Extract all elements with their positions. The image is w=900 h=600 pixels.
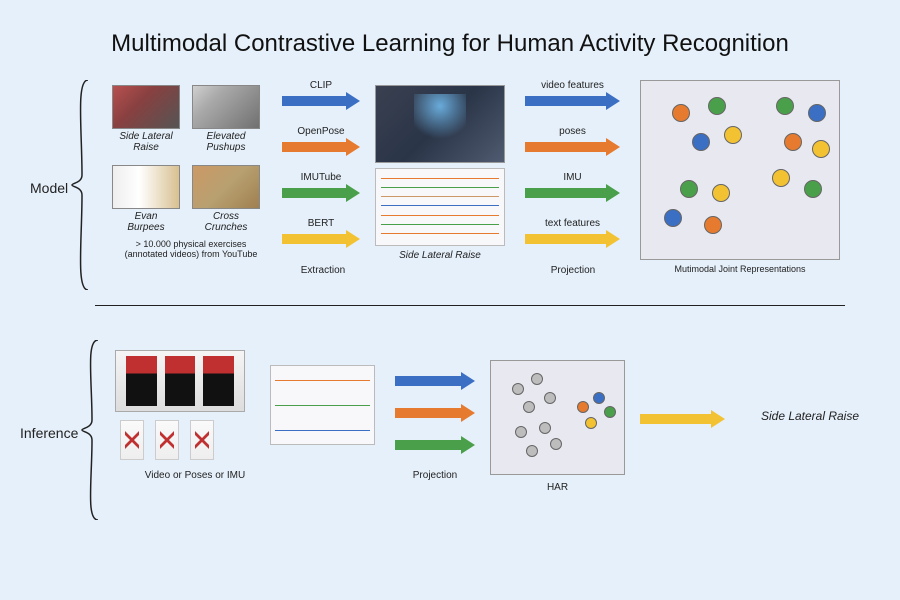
extraction-arrow-bert-label: BERT bbox=[282, 218, 360, 229]
embed-dot-inf-4 bbox=[515, 426, 527, 438]
inference-video-thumb bbox=[115, 350, 245, 412]
embed-dot-model-3 bbox=[724, 126, 742, 144]
embed-dot-inf-2 bbox=[523, 401, 535, 413]
model-label: Model bbox=[30, 180, 68, 196]
thumb-evan-burpees bbox=[112, 165, 180, 209]
embed-dot-inf-0 bbox=[512, 383, 524, 395]
extraction-arrow-clip-label: CLIP bbox=[282, 80, 360, 91]
skeleton-2 bbox=[190, 420, 214, 460]
embed-dot-inf-7 bbox=[550, 438, 562, 450]
extraction-arrow-bert: BERT bbox=[282, 230, 360, 248]
embed-dot-inf-6 bbox=[526, 445, 538, 457]
extraction-label: Extraction bbox=[288, 265, 358, 276]
caption-thumb-1: ElevatedPushups bbox=[192, 131, 260, 153]
skeleton-0 bbox=[120, 420, 144, 460]
inference-signal-plot bbox=[270, 365, 375, 445]
projection-arrow-2-label: IMU bbox=[525, 172, 620, 183]
embed-dot-model-12 bbox=[772, 169, 790, 187]
projection-arrow-0: video features bbox=[525, 92, 620, 110]
embed-dot-model-6 bbox=[664, 209, 682, 227]
embed-dot-model-9 bbox=[808, 104, 826, 122]
projection-arrow-3-label: text features bbox=[525, 218, 620, 229]
embed-dot-model-0 bbox=[672, 104, 690, 122]
inference-result: Side Lateral Raise bbox=[740, 410, 880, 423]
projection-label: Projection bbox=[528, 265, 618, 276]
thumb-side-lateral-raise bbox=[112, 85, 180, 129]
caption-thumb-0: Side LateralRaise bbox=[112, 131, 180, 153]
embed-dot-model-10 bbox=[784, 133, 802, 151]
center-caption: Side Lateral Raise bbox=[375, 250, 505, 261]
embed-dot-model-5 bbox=[712, 184, 730, 202]
embed-dot-inf-3 bbox=[544, 392, 556, 404]
caption-thumb-3: CrossCrunches bbox=[192, 211, 260, 233]
center-frame bbox=[375, 85, 505, 163]
inference-brace bbox=[78, 340, 104, 520]
extraction-arrow-clip: CLIP bbox=[282, 92, 360, 110]
dataset-note: > 10.000 physical exercises(annotated vi… bbox=[100, 240, 282, 260]
result-arrow bbox=[640, 410, 725, 428]
embed-dot-inf-11 bbox=[604, 406, 616, 418]
embed-dot-model-8 bbox=[776, 97, 794, 115]
embed-dot-inf-5 bbox=[539, 422, 551, 434]
embed-box-inference bbox=[490, 360, 625, 475]
embed-dot-model-2 bbox=[692, 133, 710, 151]
embed-caption: Mutimodal Joint Representations bbox=[640, 265, 840, 275]
extraction-arrow-imutube-label: IMUTube bbox=[282, 172, 360, 183]
page-title: Multimodal Contrastive Learning for Huma… bbox=[0, 30, 900, 58]
inference-arrow-1 bbox=[395, 404, 475, 422]
projection-arrow-1: poses bbox=[525, 138, 620, 156]
signal-plot bbox=[375, 168, 505, 246]
skeleton-1 bbox=[155, 420, 179, 460]
inference-projection-label: Projection bbox=[395, 470, 475, 481]
projection-arrow-1-label: poses bbox=[525, 126, 620, 137]
inference-arrow-0 bbox=[395, 372, 475, 390]
thumb-elevated-pushups bbox=[192, 85, 260, 129]
embed-dot-model-1 bbox=[708, 97, 726, 115]
extraction-arrow-imutube: IMUTube bbox=[282, 184, 360, 202]
har-label: HAR bbox=[490, 482, 625, 493]
section-divider bbox=[95, 305, 845, 306]
inference-label: Inference bbox=[20, 425, 78, 441]
embed-dot-model-4 bbox=[680, 180, 698, 198]
model-brace bbox=[68, 80, 94, 290]
extraction-arrow-openpose-label: OpenPose bbox=[282, 126, 360, 137]
inference-arrow-2 bbox=[395, 436, 475, 454]
embed-dot-model-11 bbox=[812, 140, 830, 158]
embed-dot-inf-8 bbox=[577, 401, 589, 413]
inference-input-caption: Video or Poses or IMU bbox=[115, 470, 275, 481]
extraction-arrow-openpose: OpenPose bbox=[282, 138, 360, 156]
embed-dot-model-13 bbox=[804, 180, 822, 198]
caption-thumb-2: EvanBurpees bbox=[112, 211, 180, 233]
projection-arrow-0-label: video features bbox=[525, 80, 620, 91]
thumb-cross-crunches bbox=[192, 165, 260, 209]
embed-box-model bbox=[640, 80, 840, 260]
embed-dot-inf-10 bbox=[585, 417, 597, 429]
embed-dot-model-7 bbox=[704, 216, 722, 234]
embed-dot-inf-9 bbox=[593, 392, 605, 404]
embed-dot-inf-1 bbox=[531, 373, 543, 385]
projection-arrow-2: IMU bbox=[525, 184, 620, 202]
projection-arrow-3: text features bbox=[525, 230, 620, 248]
